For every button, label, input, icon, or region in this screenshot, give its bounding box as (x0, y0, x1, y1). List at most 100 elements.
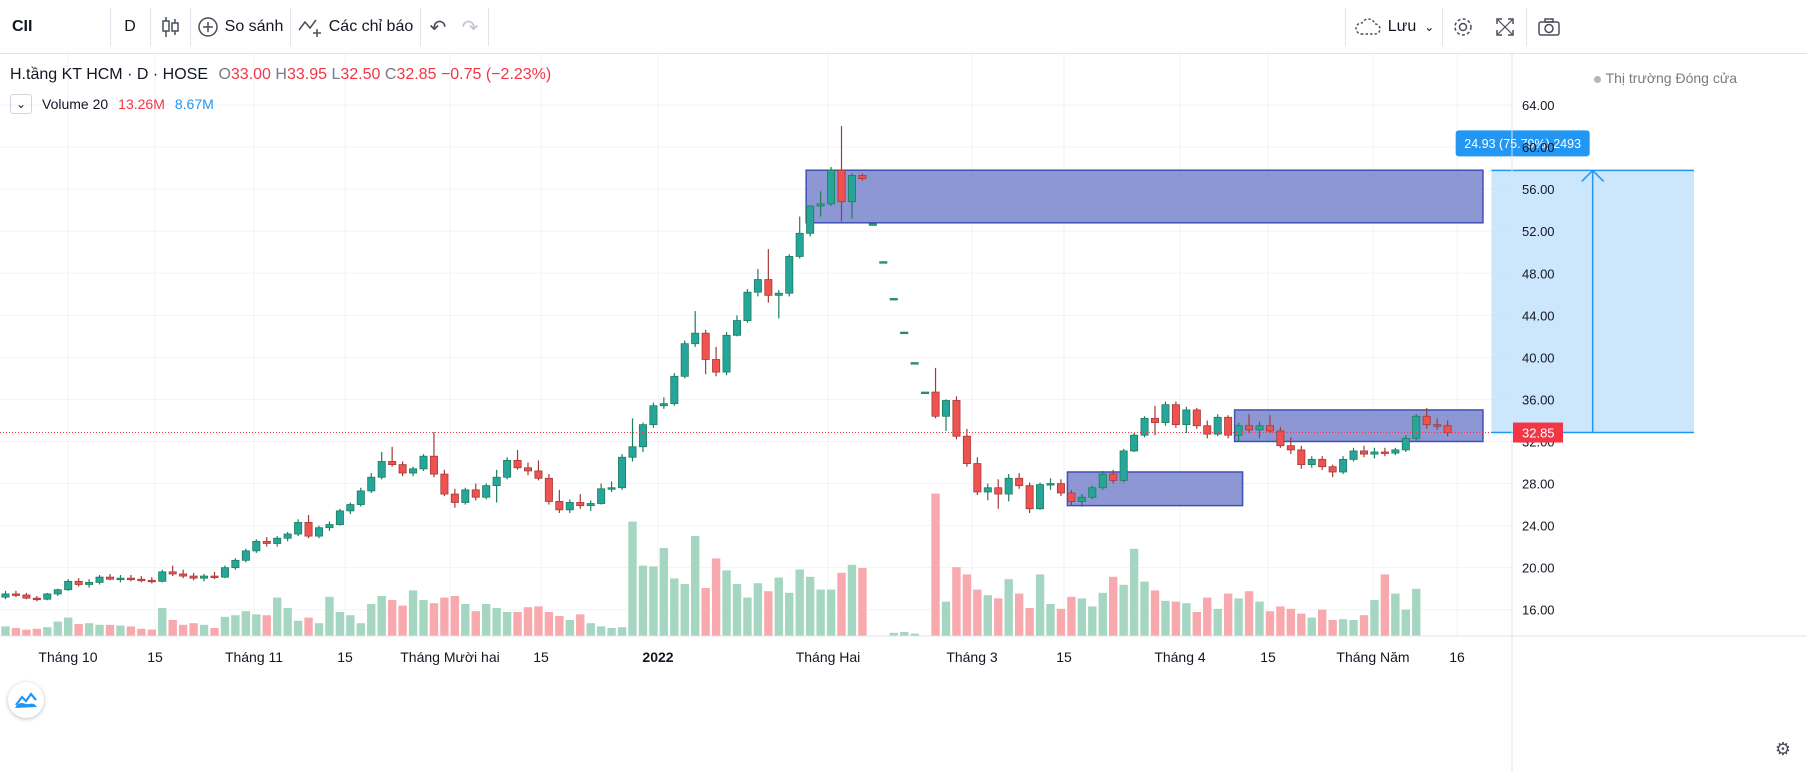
candle (1307, 456, 1316, 468)
candle (1119, 448, 1128, 483)
tradingview-logo-button[interactable] (8, 682, 44, 718)
screenshot-button[interactable] (1528, 0, 1570, 54)
candle (743, 289, 752, 323)
high-value: 33.95 (286, 66, 328, 83)
volume-bar (743, 597, 752, 636)
candle (680, 340, 689, 379)
open-label: O (218, 66, 231, 83)
x-tick-label: Tháng 11 (225, 649, 283, 665)
fullscreen-button[interactable] (1484, 0, 1526, 54)
volume-bar (1412, 588, 1421, 636)
volume-bar (576, 614, 585, 636)
volume-bar (962, 574, 972, 636)
candle (774, 290, 783, 319)
candle (106, 573, 115, 581)
candle (168, 565, 177, 577)
candle (179, 569, 188, 579)
volume-bar (1046, 604, 1055, 636)
price-chart[interactable]: 24.93 (75.79%) 2493 64.00 60.00 56.00 52.00 4… (0, 54, 1807, 772)
indicators-button[interactable]: Các chỉ báo (290, 0, 420, 54)
y-tick-label: 64.00 (1522, 98, 1555, 113)
x-tick-label: 16 (1449, 649, 1465, 665)
volume-bar (189, 623, 198, 636)
volume-bar (43, 627, 52, 636)
volume-bar (241, 611, 251, 636)
candle (1224, 415, 1233, 439)
volume-bar (1297, 613, 1306, 636)
volume-bar (1035, 574, 1045, 636)
chart-type-button[interactable] (150, 0, 190, 54)
candle (85, 579, 94, 588)
volume-bar (1370, 600, 1379, 636)
candle (1443, 420, 1452, 437)
volume-bar (408, 590, 418, 636)
candle (273, 536, 282, 547)
volume-bar (1098, 592, 1107, 636)
change-value: −0.75 (−2.23%) (440, 66, 552, 83)
rectangle-zone (1233, 409, 1484, 443)
candle (1203, 420, 1212, 439)
candle (1025, 482, 1034, 513)
candle (1380, 447, 1389, 457)
x-tick-label: Tháng Hai (796, 649, 861, 665)
volume-bar (32, 628, 42, 636)
volume-bar (1067, 596, 1076, 636)
y-tick-label: 60.00 (1522, 140, 1555, 155)
candle (1192, 407, 1201, 429)
candle (994, 479, 1003, 509)
fullscreen-icon (1496, 18, 1514, 36)
undo-button[interactable]: ↶ (422, 0, 454, 54)
candle (586, 500, 595, 511)
candle (356, 487, 365, 507)
volume-bar (670, 578, 679, 636)
volume-bar (1056, 608, 1066, 636)
x-tick-label: Tháng Mười hai (400, 649, 499, 665)
interval-button[interactable]: D (110, 0, 150, 54)
volume-bar (596, 626, 606, 636)
save-button[interactable]: Lưu ⌄ (1346, 0, 1442, 54)
candle (638, 422, 647, 452)
volume-bar (931, 493, 940, 636)
chevron-down-icon: ⌄ (1424, 20, 1435, 34)
volume-bar (1359, 615, 1369, 636)
candle (921, 391, 930, 394)
volume-bar (450, 596, 460, 636)
candle (1328, 464, 1337, 478)
candle (482, 483, 491, 500)
volume-bar (847, 564, 857, 636)
volume-bar (586, 623, 595, 636)
volume-value-1: 13.26M (118, 96, 165, 112)
candle (722, 332, 731, 376)
compare-label: So sánh (224, 18, 284, 35)
scale-settings-button[interactable]: ⚙ (1775, 739, 1791, 760)
candle (53, 588, 62, 597)
settings-button[interactable] (1442, 0, 1484, 54)
candle (1297, 445, 1306, 469)
interval-label: D (124, 18, 136, 35)
volume-bar (816, 589, 825, 636)
candle (1130, 433, 1139, 452)
candle (670, 373, 679, 406)
symbol-label: CII (12, 18, 33, 35)
volume-bar (252, 614, 261, 636)
collapse-legend-button[interactable]: ⌄ (10, 94, 32, 114)
volume-bar (1265, 611, 1275, 636)
candle (659, 397, 668, 409)
candle (952, 396, 961, 440)
volume-bar (1171, 601, 1181, 636)
redo-button[interactable]: ↷ (454, 0, 486, 54)
volume-bar (774, 577, 783, 636)
symbol-search-button[interactable]: CII (0, 0, 110, 54)
candle (1339, 456, 1348, 475)
candle (565, 499, 574, 513)
candle (764, 249, 773, 303)
candle (43, 592, 52, 601)
volume-bar (858, 568, 867, 636)
volume-bar (1349, 620, 1358, 636)
candle (973, 457, 982, 496)
volume-bar (471, 611, 480, 636)
candle (868, 223, 877, 226)
compare-button[interactable]: So sánh (190, 0, 290, 54)
volume-bar (178, 624, 188, 636)
legend-exchange: HOSE (162, 66, 208, 83)
